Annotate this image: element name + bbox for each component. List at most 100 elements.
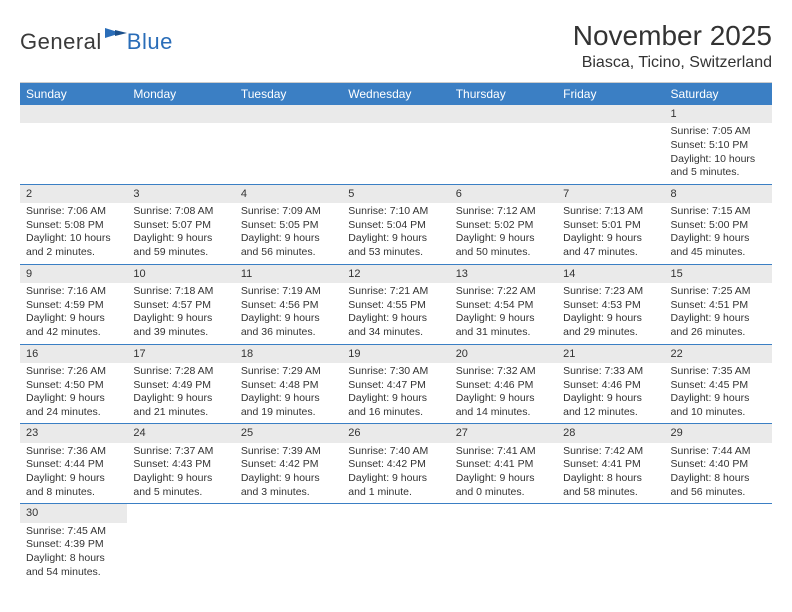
day-cell: 28Sunrise: 7:42 AMSunset: 4:41 PMDayligh… [557, 424, 664, 504]
daylight-text: and 19 minutes. [241, 406, 336, 420]
sunset-text: Sunset: 4:46 PM [456, 379, 551, 393]
day-cell: 12Sunrise: 7:21 AMSunset: 4:55 PMDayligh… [342, 264, 449, 344]
logo: General Blue [20, 26, 173, 57]
daylight-text: Daylight: 9 hours [241, 472, 336, 486]
day-number: 22 [665, 345, 772, 363]
daylight-text: Daylight: 8 hours [563, 472, 658, 486]
daylight-text: and 8 minutes. [26, 486, 121, 500]
day-cell: 5Sunrise: 7:10 AMSunset: 5:04 PMDaylight… [342, 184, 449, 264]
daylight-text: and 14 minutes. [456, 406, 551, 420]
sunset-text: Sunset: 4:49 PM [133, 379, 228, 393]
day-cell [235, 504, 342, 583]
daylight-text: and 24 minutes. [26, 406, 121, 420]
sunset-text: Sunset: 5:01 PM [563, 219, 658, 233]
sunrise-text: Sunrise: 7:23 AM [563, 285, 658, 299]
day-cell: 25Sunrise: 7:39 AMSunset: 4:42 PMDayligh… [235, 424, 342, 504]
sunrise-text: Sunrise: 7:30 AM [348, 365, 443, 379]
daylight-text: Daylight: 9 hours [563, 392, 658, 406]
day-number: 13 [450, 265, 557, 283]
calendar-table: Sunday Monday Tuesday Wednesday Thursday… [20, 82, 772, 583]
day-cell [127, 504, 234, 583]
sunset-text: Sunset: 5:05 PM [241, 219, 336, 233]
sunset-text: Sunset: 4:47 PM [348, 379, 443, 393]
day-cell [450, 504, 557, 583]
daylight-text: Daylight: 9 hours [456, 312, 551, 326]
daylight-text: and 21 minutes. [133, 406, 228, 420]
daylight-text: and 3 minutes. [241, 486, 336, 500]
location: Biasca, Ticino, Switzerland [573, 54, 772, 72]
daynum-empty [20, 105, 127, 123]
daylight-text: Daylight: 9 hours [241, 392, 336, 406]
sunrise-text: Sunrise: 7:10 AM [348, 205, 443, 219]
daylight-text: and 16 minutes. [348, 406, 443, 420]
sunrise-text: Sunrise: 7:05 AM [671, 125, 766, 139]
day-cell: 19Sunrise: 7:30 AMSunset: 4:47 PMDayligh… [342, 344, 449, 424]
daynum-empty [235, 105, 342, 123]
daylight-text: Daylight: 9 hours [563, 312, 658, 326]
daylight-text: Daylight: 9 hours [241, 232, 336, 246]
sunset-text: Sunset: 4:53 PM [563, 299, 658, 313]
daylight-text: Daylight: 9 hours [348, 312, 443, 326]
sunset-text: Sunset: 4:59 PM [26, 299, 121, 313]
daylight-text: and 29 minutes. [563, 326, 658, 340]
day-number: 25 [235, 424, 342, 442]
daylight-text: and 26 minutes. [671, 326, 766, 340]
day-cell: 22Sunrise: 7:35 AMSunset: 4:45 PMDayligh… [665, 344, 772, 424]
weekday-header: Sunday [20, 83, 127, 106]
day-number: 12 [342, 265, 449, 283]
daylight-text: Daylight: 9 hours [26, 472, 121, 486]
sunrise-text: Sunrise: 7:35 AM [671, 365, 766, 379]
daylight-text: and 2 minutes. [26, 246, 121, 260]
daylight-text: and 45 minutes. [671, 246, 766, 260]
sunrise-text: Sunrise: 7:39 AM [241, 445, 336, 459]
day-cell [235, 105, 342, 184]
day-cell: 7Sunrise: 7:13 AMSunset: 5:01 PMDaylight… [557, 184, 664, 264]
daylight-text: Daylight: 10 hours [26, 232, 121, 246]
day-cell [557, 504, 664, 583]
day-cell: 1Sunrise: 7:05 AMSunset: 5:10 PMDaylight… [665, 105, 772, 184]
weekday-header: Wednesday [342, 83, 449, 106]
daynum-empty [450, 105, 557, 123]
sunset-text: Sunset: 4:45 PM [671, 379, 766, 393]
daylight-text: Daylight: 9 hours [456, 232, 551, 246]
day-number: 24 [127, 424, 234, 442]
sunrise-text: Sunrise: 7:32 AM [456, 365, 551, 379]
daylight-text: Daylight: 9 hours [133, 232, 228, 246]
day-cell [342, 504, 449, 583]
sunrise-text: Sunrise: 7:09 AM [241, 205, 336, 219]
daylight-text: Daylight: 9 hours [241, 312, 336, 326]
logo-text-blue: Blue [127, 29, 173, 55]
logo-text-general: General [20, 29, 102, 55]
sunrise-text: Sunrise: 7:26 AM [26, 365, 121, 379]
sunrise-text: Sunrise: 7:28 AM [133, 365, 228, 379]
sunrise-text: Sunrise: 7:21 AM [348, 285, 443, 299]
daylight-text: and 10 minutes. [671, 406, 766, 420]
calendar-page: General Blue November 2025 Biasca, Ticin… [0, 0, 792, 593]
daylight-text: and 34 minutes. [348, 326, 443, 340]
day-cell [342, 105, 449, 184]
day-number: 23 [20, 424, 127, 442]
sunrise-text: Sunrise: 7:12 AM [456, 205, 551, 219]
daylight-text: and 59 minutes. [133, 246, 228, 260]
day-number: 28 [557, 424, 664, 442]
day-cell [665, 504, 772, 583]
daylight-text: Daylight: 9 hours [133, 392, 228, 406]
sunrise-text: Sunrise: 7:16 AM [26, 285, 121, 299]
day-number: 30 [20, 504, 127, 522]
day-number: 3 [127, 185, 234, 203]
day-cell: 24Sunrise: 7:37 AMSunset: 4:43 PMDayligh… [127, 424, 234, 504]
sunset-text: Sunset: 4:42 PM [348, 458, 443, 472]
sunrise-text: Sunrise: 7:18 AM [133, 285, 228, 299]
sunrise-text: Sunrise: 7:36 AM [26, 445, 121, 459]
daylight-text: and 50 minutes. [456, 246, 551, 260]
week-row: 2Sunrise: 7:06 AMSunset: 5:08 PMDaylight… [20, 184, 772, 264]
daylight-text: and 42 minutes. [26, 326, 121, 340]
day-cell: 27Sunrise: 7:41 AMSunset: 4:41 PMDayligh… [450, 424, 557, 504]
daylight-text: and 56 minutes. [671, 486, 766, 500]
daylight-text: Daylight: 9 hours [133, 472, 228, 486]
weekday-header: Tuesday [235, 83, 342, 106]
daylight-text: Daylight: 9 hours [348, 232, 443, 246]
sunrise-text: Sunrise: 7:41 AM [456, 445, 551, 459]
daylight-text: and 0 minutes. [456, 486, 551, 500]
sunrise-text: Sunrise: 7:42 AM [563, 445, 658, 459]
